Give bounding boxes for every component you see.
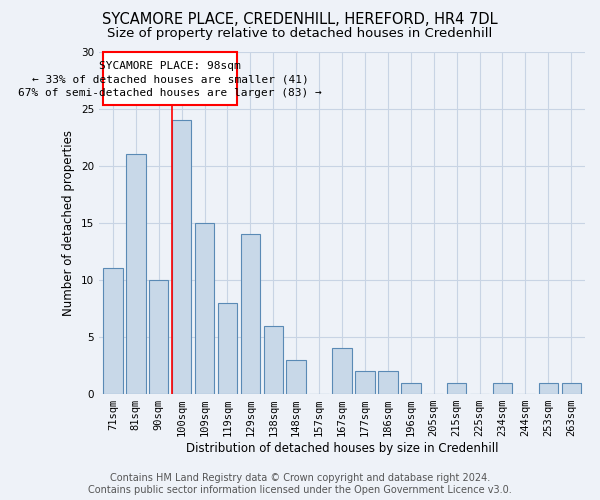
FancyBboxPatch shape: [103, 52, 236, 105]
Bar: [378, 371, 398, 394]
Bar: [218, 302, 237, 394]
X-axis label: Distribution of detached houses by size in Credenhill: Distribution of detached houses by size …: [186, 442, 498, 455]
Bar: [103, 268, 122, 394]
Y-axis label: Number of detached properties: Number of detached properties: [62, 130, 76, 316]
Text: SYCAMORE PLACE: 98sqm: SYCAMORE PLACE: 98sqm: [99, 60, 241, 70]
Bar: [562, 382, 581, 394]
Text: Size of property relative to detached houses in Credenhill: Size of property relative to detached ho…: [107, 28, 493, 40]
Bar: [539, 382, 558, 394]
Bar: [195, 223, 214, 394]
Text: 67% of semi-detached houses are larger (83) →: 67% of semi-detached houses are larger (…: [18, 88, 322, 98]
Bar: [332, 348, 352, 394]
Bar: [149, 280, 169, 394]
Bar: [126, 154, 146, 394]
Bar: [355, 371, 375, 394]
Text: ← 33% of detached houses are smaller (41): ← 33% of detached houses are smaller (41…: [32, 74, 308, 85]
Bar: [263, 326, 283, 394]
Text: SYCAMORE PLACE, CREDENHILL, HEREFORD, HR4 7DL: SYCAMORE PLACE, CREDENHILL, HEREFORD, HR…: [102, 12, 498, 28]
Bar: [447, 382, 466, 394]
Bar: [493, 382, 512, 394]
Bar: [401, 382, 421, 394]
Bar: [172, 120, 191, 394]
Bar: [286, 360, 306, 394]
Text: Contains HM Land Registry data © Crown copyright and database right 2024.
Contai: Contains HM Land Registry data © Crown c…: [88, 474, 512, 495]
Bar: [241, 234, 260, 394]
